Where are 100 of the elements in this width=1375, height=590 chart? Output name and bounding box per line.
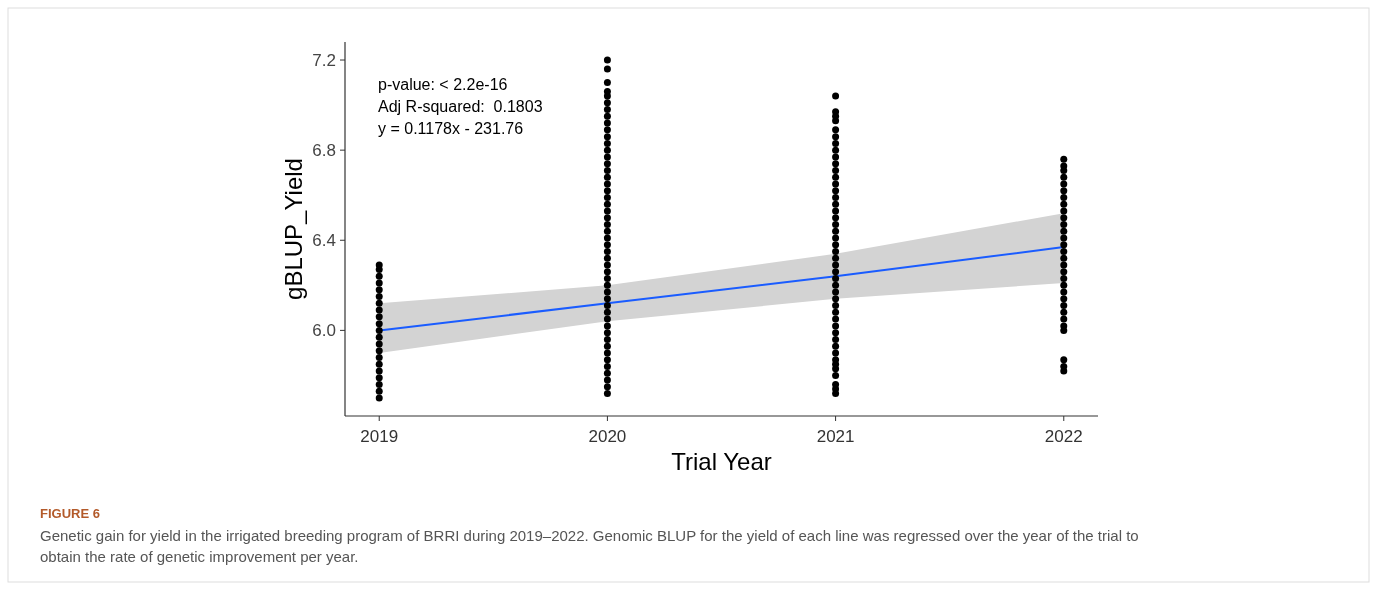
point <box>603 166 611 174</box>
point <box>603 335 611 343</box>
point <box>603 106 611 114</box>
point <box>603 173 611 181</box>
point <box>603 207 611 215</box>
point <box>832 315 840 323</box>
point <box>603 281 611 289</box>
point <box>603 248 611 256</box>
y-axis-title: gBLUP_Yield <box>280 158 307 300</box>
point <box>603 376 611 384</box>
point <box>603 139 611 147</box>
point <box>832 193 840 201</box>
y-tick-label: 7.2 <box>312 50 336 70</box>
point <box>375 326 383 334</box>
point <box>832 288 840 296</box>
point <box>832 248 840 256</box>
point <box>375 367 383 375</box>
point <box>603 342 611 350</box>
point <box>603 200 611 208</box>
point <box>603 389 611 397</box>
point <box>1060 308 1068 316</box>
point <box>1060 315 1068 323</box>
point <box>603 356 611 364</box>
point <box>1060 275 1068 283</box>
point <box>832 275 840 283</box>
point <box>1060 367 1068 375</box>
point <box>603 214 611 222</box>
point <box>832 180 840 188</box>
point <box>375 347 383 355</box>
y-tick-label: 6.8 <box>312 141 336 161</box>
point <box>603 268 611 276</box>
point <box>832 322 840 330</box>
point <box>375 333 383 341</box>
point <box>375 380 383 388</box>
point <box>832 308 840 316</box>
x-tick-label: 2022 <box>1044 427 1083 446</box>
point <box>603 275 611 283</box>
point <box>832 254 840 262</box>
point <box>832 365 840 373</box>
y-tick-label: 6.0 <box>312 321 336 341</box>
point <box>1060 268 1068 276</box>
point <box>1060 187 1068 195</box>
point <box>603 349 611 357</box>
caption: FIGURE 6 <box>40 506 100 521</box>
point <box>1060 234 1068 242</box>
point <box>832 160 840 168</box>
point <box>603 187 611 195</box>
point <box>375 353 383 361</box>
point <box>832 139 840 147</box>
x-tick-label: 2021 <box>816 427 855 446</box>
point <box>603 288 611 296</box>
point <box>1060 207 1068 215</box>
point <box>832 268 840 276</box>
point <box>375 340 383 348</box>
point <box>603 153 611 161</box>
point <box>1060 180 1068 188</box>
point <box>603 133 611 141</box>
point <box>603 180 611 188</box>
point <box>832 234 840 242</box>
point <box>603 227 611 235</box>
annotation: y = 0.1178x - 231.76 <box>378 120 524 137</box>
point <box>603 220 611 228</box>
point <box>375 272 383 280</box>
text: Genetic gain for yield in the irrigated breeding program of BRRI during 2019–2022. Genomic BLUP for the yield of each line was regressed over the year of the trial to obtain the rate of genetic improvement per year. <box>40 527 1139 565</box>
point <box>603 362 611 370</box>
point <box>832 133 840 141</box>
point <box>375 313 383 321</box>
point <box>375 306 383 314</box>
point <box>603 99 611 107</box>
point <box>603 193 611 201</box>
annotation: Adj R-squared: 0.1803 <box>378 98 543 115</box>
point <box>832 302 840 310</box>
point <box>603 79 611 87</box>
point <box>375 320 383 328</box>
point <box>375 387 383 395</box>
point <box>832 241 840 249</box>
point <box>832 92 840 100</box>
point <box>603 92 611 100</box>
point <box>375 286 383 294</box>
point <box>832 227 840 235</box>
point <box>603 308 611 316</box>
point <box>375 293 383 301</box>
point <box>603 126 611 134</box>
point <box>1060 173 1068 181</box>
point <box>603 65 611 73</box>
point <box>832 207 840 215</box>
point <box>832 342 840 350</box>
point <box>603 261 611 269</box>
point <box>832 329 840 337</box>
point <box>1060 214 1068 222</box>
point <box>603 160 611 168</box>
point <box>832 173 840 181</box>
point <box>832 335 840 343</box>
point <box>1060 241 1068 249</box>
point <box>832 349 840 357</box>
point <box>603 146 611 154</box>
point <box>1060 155 1068 163</box>
point <box>603 241 611 249</box>
point <box>603 56 611 64</box>
point <box>832 371 840 379</box>
